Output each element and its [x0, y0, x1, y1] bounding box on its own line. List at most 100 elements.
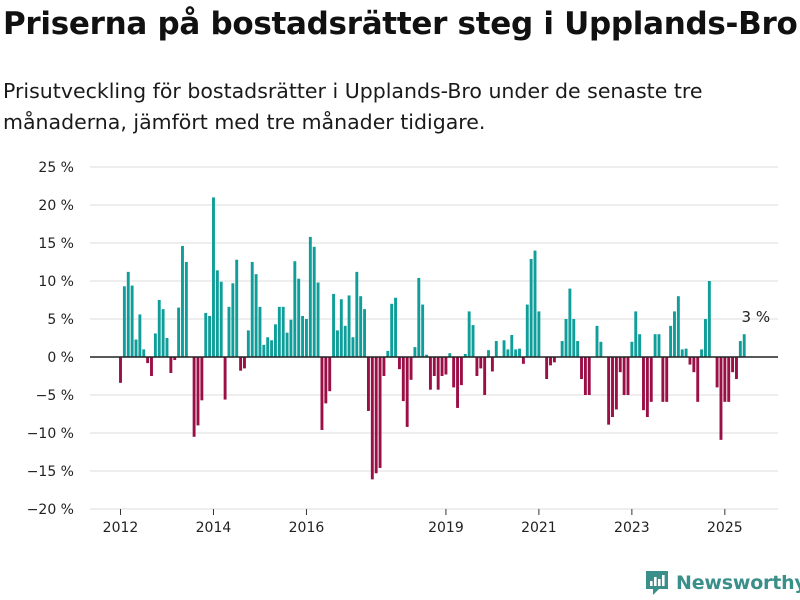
bar: [514, 349, 518, 357]
bar: [665, 357, 669, 402]
bar: [165, 338, 169, 357]
x-tick-label: 2012: [103, 520, 139, 536]
y-tick-label: 0 %: [47, 350, 74, 366]
bar: [374, 357, 378, 474]
bar: [642, 357, 645, 411]
y-tick-label: −20 %: [27, 502, 74, 518]
bar: [649, 357, 653, 402]
bar: [425, 354, 428, 357]
bar: [320, 357, 324, 430]
bar: [676, 296, 680, 357]
bar: [490, 357, 494, 372]
bar: [390, 303, 394, 357]
bar: [231, 283, 235, 357]
bar: [463, 353, 467, 357]
bars: [119, 197, 746, 480]
newsworthy-logo-icon: [646, 571, 668, 595]
bar: [289, 319, 293, 357]
bar: [502, 340, 506, 357]
bar: [684, 348, 688, 357]
bar: [669, 325, 673, 357]
bar: [363, 309, 367, 357]
bar: [552, 357, 556, 363]
y-axis-ticks: 25 % 20 % 15 % 10 % 5 % 0 % −5 % −10 % −15 % −20 …: [27, 160, 74, 518]
bar: [479, 357, 483, 369]
bar: [324, 357, 328, 404]
bar: [599, 341, 603, 357]
bar: [471, 325, 475, 357]
bar: [409, 357, 413, 380]
bar: [293, 261, 297, 357]
bar: [638, 334, 642, 357]
x-axis-ticks: 2012 2014 2016 2019 2021 2023 2025: [103, 509, 743, 536]
bar: [506, 349, 510, 357]
chart-title: Priserna på bostadsrätter steg i Uppland…: [3, 6, 798, 42]
bar: [161, 309, 165, 357]
bar: [704, 319, 707, 357]
bar: [696, 357, 700, 402]
x-tick-label: 2014: [196, 520, 232, 536]
bar: [359, 296, 363, 357]
bar: [157, 300, 161, 357]
bar: [417, 277, 421, 357]
bar: [576, 341, 580, 357]
bar: [173, 357, 177, 361]
bar: [192, 357, 196, 437]
bar: [270, 340, 274, 357]
bar: [661, 357, 665, 402]
bar: [239, 357, 243, 371]
bar: [316, 282, 320, 357]
bar: [208, 315, 212, 357]
bar: [328, 357, 332, 392]
bar: [382, 357, 386, 376]
bar: [448, 353, 452, 357]
bar: [688, 357, 692, 365]
bar: [533, 250, 537, 357]
bar: [184, 262, 188, 357]
bar: [335, 330, 339, 357]
bar: [421, 304, 425, 357]
bar: [444, 357, 448, 375]
bar: [657, 334, 661, 357]
bar: [607, 357, 611, 425]
bar: [169, 357, 173, 373]
y-tick-label: −15 %: [27, 464, 74, 480]
bar: [735, 357, 738, 380]
bar: [196, 357, 200, 426]
bar: [386, 350, 390, 357]
brand-logo: Newsworthy: [644, 568, 800, 598]
bar: [122, 286, 126, 357]
bar: [475, 357, 479, 376]
bar: [545, 357, 549, 380]
bar: [138, 314, 142, 357]
bar: [305, 319, 308, 357]
bar: [366, 357, 370, 411]
bar: [549, 357, 552, 366]
bar: [332, 293, 336, 357]
bar: [715, 357, 719, 388]
bar: [405, 357, 409, 427]
bar: [723, 357, 727, 402]
bar: [707, 281, 711, 357]
x-tick-label: 2023: [614, 520, 650, 536]
bar: [394, 297, 397, 357]
x-tick-label: 2019: [428, 520, 464, 536]
bar: [200, 357, 204, 401]
bar: [215, 270, 219, 357]
bar: [219, 281, 223, 357]
bar: [181, 246, 184, 357]
bar: [467, 311, 471, 357]
y-tick-label: −10 %: [27, 426, 74, 442]
y-tick-label: −5 %: [36, 388, 74, 404]
bar: [731, 357, 735, 373]
latest-value-annotation: 3 %: [742, 308, 771, 326]
bar: [510, 334, 514, 357]
bar: [250, 262, 254, 357]
y-tick-label: 10 %: [38, 274, 74, 290]
bar: [456, 357, 459, 408]
y-tick-label: 20 %: [38, 198, 74, 214]
bar: [177, 307, 181, 357]
bar: [401, 357, 405, 402]
bar: [738, 341, 742, 357]
bar: [727, 357, 731, 402]
